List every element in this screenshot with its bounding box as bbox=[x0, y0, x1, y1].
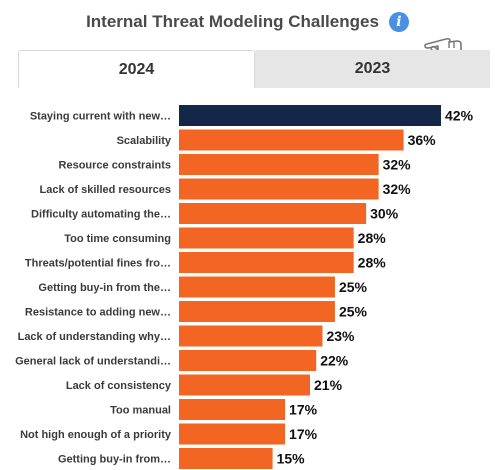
tab-2024[interactable]: 2024 bbox=[18, 50, 255, 88]
category-label: Staying current with new… bbox=[30, 111, 171, 123]
value-label: 22% bbox=[320, 353, 349, 369]
category-label: Too time consuming bbox=[64, 233, 171, 245]
category-label: Lack of consistency bbox=[66, 380, 172, 392]
category-label: Scalability bbox=[117, 135, 172, 147]
value-label: 42% bbox=[445, 108, 474, 124]
value-label: 25% bbox=[339, 279, 368, 295]
category-label: Lack of understanding why… bbox=[18, 331, 171, 343]
value-label: 25% bbox=[339, 304, 368, 320]
bar[interactable] bbox=[179, 301, 335, 322]
bar[interactable] bbox=[179, 399, 286, 420]
value-label: 21% bbox=[314, 377, 343, 393]
value-label: 17% bbox=[289, 402, 318, 418]
bar[interactable] bbox=[179, 105, 441, 126]
category-label: Threats/potential fines fro… bbox=[25, 258, 171, 270]
category-label: Resource constraints bbox=[59, 160, 171, 172]
bar[interactable] bbox=[179, 129, 404, 151]
category-label: Resistance to adding new… bbox=[25, 307, 171, 319]
category-label: Getting buy-in from… bbox=[58, 454, 171, 466]
bar[interactable] bbox=[179, 350, 317, 371]
value-label: 36% bbox=[408, 132, 437, 148]
info-icon[interactable]: i bbox=[388, 12, 409, 32]
value-label: 28% bbox=[358, 230, 387, 246]
chart-header: Internal Threat Modeling Challenges i bbox=[0, 10, 495, 34]
bar[interactable] bbox=[179, 178, 379, 200]
value-label: 32% bbox=[383, 157, 412, 173]
category-label: Not high enough of a priority bbox=[20, 429, 172, 441]
value-label: 15% bbox=[277, 451, 306, 467]
category-label: General lack of understandi… bbox=[15, 356, 171, 368]
bar[interactable] bbox=[179, 325, 323, 347]
value-label: 30% bbox=[370, 206, 399, 222]
category-label: Too manual bbox=[110, 405, 171, 417]
chart-title: Internal Threat Modeling Challenges bbox=[86, 12, 379, 31]
bar[interactable] bbox=[179, 276, 335, 298]
bar[interactable] bbox=[179, 227, 354, 249]
bar[interactable] bbox=[179, 154, 379, 175]
bar[interactable] bbox=[179, 252, 354, 273]
bar-chart-svg: Staying current with new… 42% Scalability 3… bbox=[15, 105, 474, 469]
category-label: Difficulty automating the… bbox=[31, 209, 171, 221]
value-label: 17% bbox=[289, 426, 318, 442]
bar[interactable] bbox=[179, 423, 286, 445]
bar-chart: Staying current with new… 42% Scalability 3… bbox=[0, 96, 495, 470]
year-tabs: 2024 2023 bbox=[18, 50, 490, 88]
bar[interactable] bbox=[179, 203, 367, 224]
value-label: 32% bbox=[383, 181, 412, 197]
tab-2023[interactable]: 2023 bbox=[255, 50, 490, 88]
value-label: 28% bbox=[358, 255, 387, 271]
value-label: 23% bbox=[326, 328, 355, 344]
bar[interactable] bbox=[179, 374, 310, 396]
bar[interactable] bbox=[179, 448, 273, 469]
category-label: Getting buy-in from the… bbox=[38, 282, 171, 294]
category-label: Lack of skilled resources bbox=[40, 184, 171, 196]
